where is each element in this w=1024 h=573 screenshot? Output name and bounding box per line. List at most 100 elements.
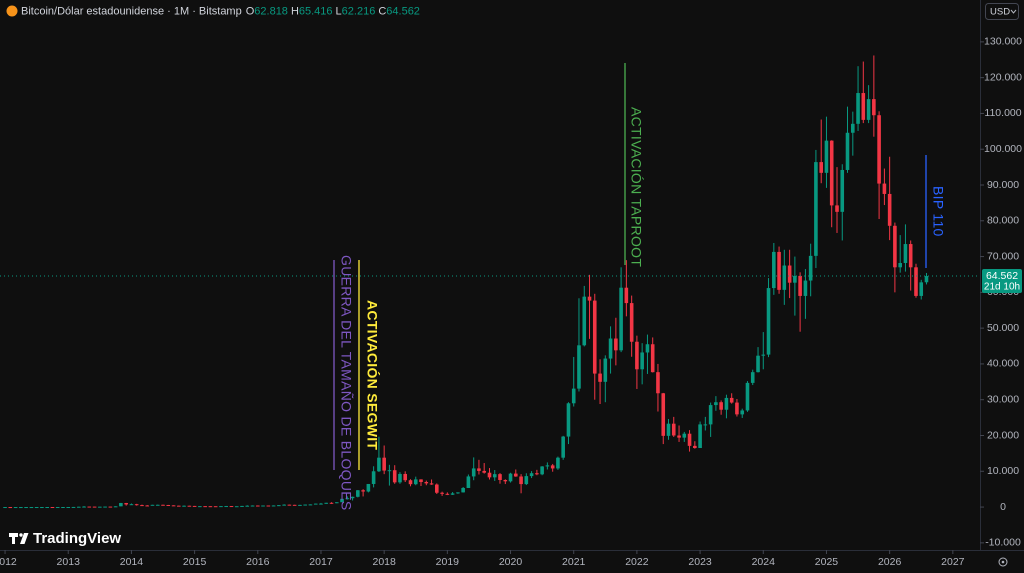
candle-body bbox=[750, 372, 755, 383]
candle-body bbox=[229, 506, 234, 508]
candle-body bbox=[645, 344, 650, 353]
annotation-text: ACTIVACIÓN TAPROOT bbox=[628, 107, 644, 267]
candle-body bbox=[914, 267, 918, 296]
candle-body bbox=[398, 473, 402, 483]
candle-body bbox=[787, 265, 792, 283]
ohlc-value: 64.562 bbox=[386, 5, 420, 17]
x-tick-label: 2014 bbox=[120, 556, 144, 568]
candle-body bbox=[840, 169, 845, 212]
candle-body bbox=[745, 382, 750, 411]
candle-body bbox=[577, 345, 581, 389]
candle-body bbox=[824, 140, 829, 173]
y-tick-label: 120.000 bbox=[984, 71, 1022, 83]
x-tick-label: 2021 bbox=[562, 556, 586, 568]
candle-body bbox=[603, 358, 608, 382]
currency[interactable]: USD bbox=[990, 7, 1010, 18]
candle-body bbox=[682, 433, 687, 438]
ohlc-value: 65.416 bbox=[299, 5, 333, 17]
settings-icon[interactable] bbox=[998, 557, 1008, 567]
candle-body bbox=[308, 504, 313, 506]
y-tick-label: 10.000 bbox=[987, 465, 1019, 477]
candle-body bbox=[98, 506, 102, 508]
candle-body bbox=[356, 490, 360, 497]
candle-body bbox=[540, 466, 544, 475]
y-tick-label: 50.000 bbox=[987, 322, 1019, 334]
bitcoin-icon bbox=[6, 5, 18, 17]
candle-body bbox=[329, 502, 334, 504]
candle-body bbox=[556, 457, 560, 469]
candle-body bbox=[71, 506, 76, 508]
candle-body bbox=[803, 280, 808, 296]
annotation-text: ACTIVACIÓN SEGWIT bbox=[364, 300, 381, 450]
candle-body bbox=[508, 473, 513, 482]
candle-body bbox=[187, 505, 192, 507]
candle-body bbox=[434, 484, 439, 493]
y-tick-label: 40.000 bbox=[987, 358, 1019, 370]
candle-body bbox=[461, 487, 465, 493]
candle-body bbox=[219, 506, 223, 508]
candle-body bbox=[287, 504, 292, 506]
candle-body bbox=[708, 405, 713, 425]
y-tick-label: 70.000 bbox=[987, 250, 1019, 262]
candle-body bbox=[298, 504, 302, 506]
candle-body bbox=[303, 504, 307, 506]
candle-body bbox=[756, 355, 760, 373]
candle-body bbox=[371, 471, 376, 484]
candle-body bbox=[735, 402, 739, 415]
candle-body bbox=[550, 465, 555, 469]
x-tick-label: 2020 bbox=[499, 556, 523, 568]
candle-body bbox=[693, 445, 697, 449]
brand-name: TradingView bbox=[33, 530, 121, 547]
candle-body bbox=[798, 275, 802, 296]
y-tick-label: -10.000 bbox=[985, 537, 1021, 549]
x-tick-label: 2025 bbox=[815, 556, 839, 568]
settings-icon-center[interactable] bbox=[1001, 560, 1005, 564]
candle-body bbox=[334, 502, 339, 504]
candle-body bbox=[498, 474, 502, 481]
candle-body bbox=[419, 479, 423, 483]
candle-body bbox=[851, 123, 855, 133]
candle-body bbox=[729, 397, 734, 403]
x-tick-label: 2027 bbox=[941, 556, 965, 568]
x-tick-label: 2022 bbox=[625, 556, 649, 568]
candle-body bbox=[777, 251, 781, 290]
candle-body bbox=[445, 493, 450, 495]
candle-body bbox=[535, 473, 539, 475]
currency-box[interactable] bbox=[985, 3, 1019, 20]
candle-body bbox=[350, 496, 355, 499]
candle-body bbox=[392, 470, 397, 483]
candle-body bbox=[835, 205, 839, 212]
candle-body bbox=[245, 505, 250, 507]
candle-body bbox=[582, 296, 587, 346]
candle-body bbox=[261, 505, 265, 507]
header: Bitcoin/Dólar estadounidense · 1M · Bits… bbox=[21, 5, 420, 17]
x-tick-label: 2017 bbox=[309, 556, 333, 568]
candle-body bbox=[76, 506, 81, 508]
y-tick-label: 30.000 bbox=[987, 393, 1019, 405]
candle-body bbox=[772, 251, 776, 289]
candle-body bbox=[266, 505, 271, 507]
candle-body bbox=[814, 162, 818, 256]
candle-body bbox=[456, 492, 460, 494]
currency-caret[interactable] bbox=[1010, 9, 1017, 14]
x-tick-label: 2016 bbox=[246, 556, 270, 568]
x-tick-label: 2013 bbox=[57, 556, 81, 568]
candle-body bbox=[319, 503, 323, 505]
candle-body bbox=[140, 505, 144, 507]
ohlc-key: L bbox=[336, 5, 342, 17]
ohlc-key: O bbox=[246, 5, 255, 17]
x-tick-label: 2018 bbox=[372, 556, 396, 568]
candle-body bbox=[24, 507, 28, 509]
candle-body bbox=[134, 504, 139, 506]
candle-body bbox=[119, 503, 123, 507]
candle-body bbox=[224, 506, 229, 508]
candle-body bbox=[714, 402, 718, 406]
candle-body bbox=[255, 505, 260, 507]
candle-body bbox=[366, 483, 371, 492]
candle-body bbox=[177, 505, 181, 507]
candle-body bbox=[82, 506, 86, 508]
candle-body bbox=[424, 482, 429, 484]
candle-body bbox=[440, 492, 444, 494]
ohlc-key: C bbox=[378, 5, 386, 17]
candle-body bbox=[640, 352, 644, 370]
